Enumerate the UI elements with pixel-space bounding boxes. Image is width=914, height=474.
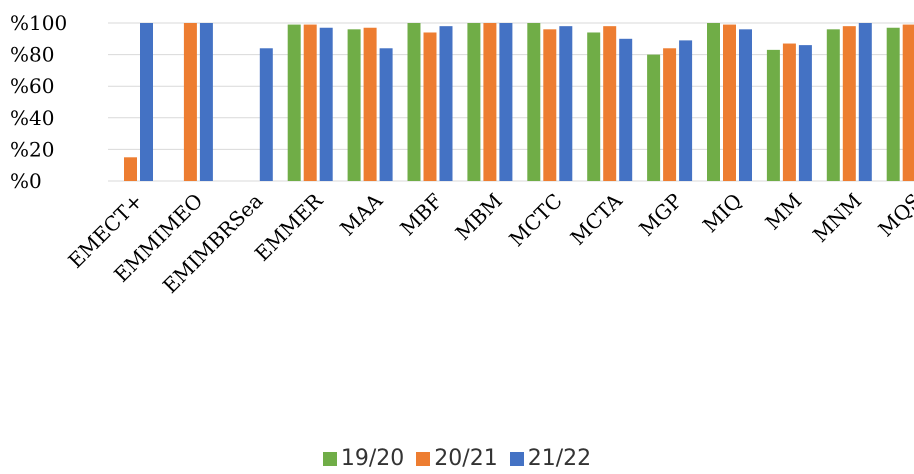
bar: [140, 23, 153, 181]
x-tick-label: MBF: [395, 188, 447, 240]
bar: [842, 26, 856, 181]
bar: [499, 23, 513, 181]
y-axis-ticks: %0 %20 %40 %60 %80 %100: [10, 11, 67, 193]
bar: [707, 23, 720, 181]
bar: [679, 40, 693, 181]
bar: [886, 27, 900, 181]
bars: [124, 23, 914, 182]
legend-swatch-19-20: [322, 451, 337, 466]
bar: [603, 26, 617, 181]
bar: [379, 48, 393, 181]
x-tick-label: MIQ: [698, 189, 747, 238]
legend-swatch-21-22: [509, 451, 524, 466]
bar: [303, 24, 317, 181]
bar: [527, 23, 541, 181]
bar: [363, 27, 377, 181]
legend-item-21-22: 21/22: [509, 446, 592, 471]
bar: [467, 23, 481, 181]
x-tick-label: MAA: [335, 188, 387, 240]
y-tick-label: %0: [10, 169, 42, 193]
x-tick-label: MGP: [634, 189, 686, 241]
bar: [826, 29, 840, 181]
x-tick-label: MBM: [451, 189, 507, 245]
bar: [259, 48, 273, 181]
bar: [124, 157, 137, 181]
legend-label-19-20: 19/20: [340, 446, 405, 471]
bar: [439, 26, 453, 181]
bar: [199, 23, 213, 181]
bar: [739, 29, 752, 181]
x-tick-label: MCTC: [504, 189, 567, 252]
legend-item-20-21: 20/21: [416, 446, 498, 471]
legend-swatch-20-21: [416, 451, 431, 466]
legend-item-19-20: 19/20: [322, 446, 405, 471]
y-tick-label: %60: [10, 74, 54, 98]
legend-label-20-21: 20/21: [434, 446, 498, 471]
bar: [587, 32, 601, 182]
y-tick-label: %20: [10, 137, 54, 161]
legend-label-21-22: 21/22: [527, 446, 592, 471]
bar: [319, 27, 333, 181]
x-tick-label: EMMER: [250, 188, 328, 266]
x-tick-label: MQS: [874, 189, 914, 242]
bar: [723, 24, 736, 181]
bar-chart: %0 %20 %40 %60 %80 %100 EMECT+EMMIMEOEMIMBRSe…: [10, 11, 914, 298]
bar: [183, 23, 197, 181]
bar: [407, 23, 421, 181]
bar: [782, 43, 796, 181]
bar: [347, 29, 361, 181]
bar: [902, 24, 914, 181]
bar: [543, 29, 557, 181]
bar: [647, 54, 661, 181]
bar: [858, 23, 872, 181]
x-tick-label: MNM: [808, 189, 866, 247]
bar: [798, 45, 812, 182]
legend: 19/20 20/21 21/22: [0, 446, 914, 471]
bar: [483, 23, 497, 181]
x-tick-label: MM: [760, 189, 806, 235]
bar: [619, 38, 633, 181]
bar: [766, 49, 780, 181]
y-tick-label: %80: [10, 43, 54, 67]
bar: [287, 24, 301, 181]
y-tick-label: %40: [10, 106, 54, 130]
x-tick-label: MCTA: [566, 188, 628, 250]
bar: [663, 48, 677, 181]
bar: [559, 26, 573, 181]
y-tick-label: %100: [10, 11, 67, 35]
bar: [423, 32, 437, 182]
